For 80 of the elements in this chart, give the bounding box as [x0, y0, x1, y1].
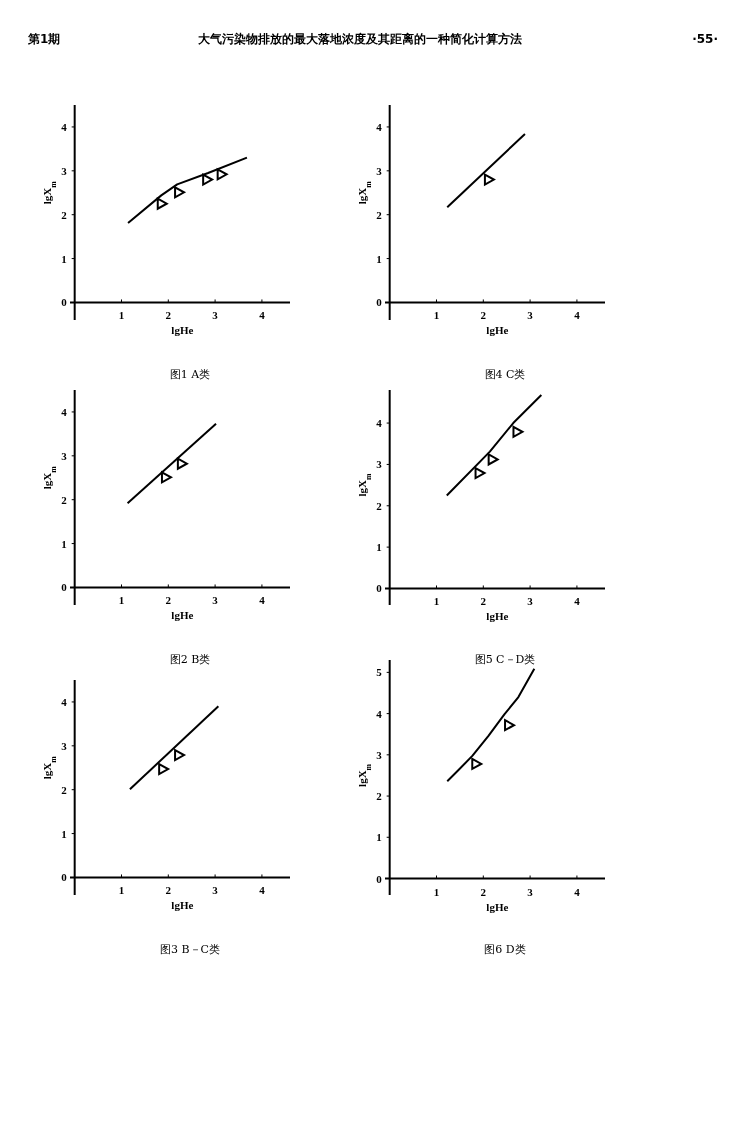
text: 图4 C类 — [484, 368, 526, 381]
x-tick-label: 2 — [480, 885, 487, 898]
x-tick-label: 1 — [433, 309, 440, 322]
y-tick-label: 2 — [376, 499, 383, 512]
y-tick-label: 4 — [61, 695, 68, 708]
y-tick-label: 5 — [376, 666, 383, 679]
y-tick-label: 0 — [61, 296, 68, 309]
y-tick-label: 3 — [376, 164, 383, 177]
y-tick-label: 4 — [376, 707, 383, 720]
x-tick-label: 4 — [574, 309, 581, 322]
text: 图6 D类 — [484, 943, 526, 956]
x-tick-label: 3 — [212, 309, 219, 322]
x-tick-label: 3 — [527, 309, 534, 322]
x-tick-label: 2 — [165, 884, 172, 897]
y-tick-label: 2 — [376, 208, 383, 221]
y-tick-label: 3 — [61, 739, 68, 752]
point — [474, 467, 486, 480]
y-tick-label: 4 — [61, 120, 68, 133]
x-tick-label: 2 — [480, 595, 487, 608]
point — [487, 453, 499, 466]
y-tick-label: 0 — [376, 872, 383, 885]
y-tick-label: 1 — [376, 541, 382, 554]
y-tick-label: 1 — [376, 252, 382, 265]
y-tick-label: 2 — [61, 783, 68, 796]
x-tick-label: 1 — [433, 885, 440, 898]
x-tick-label: 1 — [118, 309, 125, 322]
point — [156, 197, 168, 210]
x-tick-label: 2 — [165, 594, 172, 607]
x-tick-label: 4 — [259, 309, 266, 322]
x-axis-title: lgHe — [171, 324, 194, 337]
text: 图5 C－D类 — [474, 653, 536, 666]
line-series — [127, 156, 248, 225]
y-tick-label: 3 — [376, 458, 383, 471]
x-tick-label: 4 — [574, 595, 581, 608]
x-tick-label: 3 — [527, 595, 534, 608]
text: ·55· — [692, 32, 718, 46]
text: 图1 A类 — [169, 368, 211, 381]
y-tick-label: 4 — [61, 405, 68, 418]
point — [174, 186, 186, 199]
x-tick-label: 4 — [574, 885, 581, 898]
y-tick-label: 0 — [61, 581, 68, 594]
x-axis-title: lgHe — [486, 324, 509, 337]
y-tick-label: 0 — [61, 871, 68, 884]
y-tick-label: 4 — [376, 417, 383, 430]
y-tick-label: 2 — [376, 790, 383, 803]
y-tick-label: 3 — [376, 748, 383, 761]
x-tick-label: 2 — [165, 309, 172, 322]
text: 图2 B类 — [169, 653, 211, 666]
x-tick-label: 3 — [212, 884, 219, 897]
y-tick-label: 4 — [376, 120, 383, 133]
y-tick-label: 3 — [61, 164, 68, 177]
y-tick-label: 1 — [61, 827, 67, 840]
x-tick-label: 3 — [212, 594, 219, 607]
point — [512, 425, 524, 438]
y-tick-label: 0 — [376, 296, 383, 309]
x-tick-label: 4 — [259, 594, 266, 607]
x-axis-title: lgHe — [486, 900, 509, 913]
x-axis-title: lgHe — [171, 899, 194, 912]
x-tick-label: 1 — [118, 594, 125, 607]
point — [202, 173, 214, 186]
line-series — [445, 393, 543, 497]
text: 第1期 — [27, 32, 61, 46]
y-tick-label: 2 — [61, 493, 68, 506]
x-tick-label: 1 — [433, 595, 440, 608]
y-tick-label: 1 — [376, 831, 382, 844]
text: 大气污染物排放的最大落地浓度及其距离的一种简化计算方法 — [198, 32, 522, 46]
y-tick-label: 1 — [61, 537, 67, 550]
line-series — [446, 667, 536, 783]
x-tick-label: 1 — [118, 884, 125, 897]
y-tick-label: 2 — [61, 208, 68, 221]
x-axis-title: lgHe — [171, 609, 194, 622]
y-tick-label: 0 — [376, 582, 383, 595]
y-tick-label: 1 — [61, 252, 67, 265]
y-tick-label: 3 — [61, 449, 68, 462]
text: 图3 B－C类 — [160, 943, 220, 956]
x-tick-label: 2 — [480, 309, 487, 322]
x-axis-title: lgHe — [486, 610, 509, 623]
x-tick-label: 3 — [527, 885, 534, 898]
x-tick-label: 4 — [259, 884, 266, 897]
point — [216, 168, 228, 181]
